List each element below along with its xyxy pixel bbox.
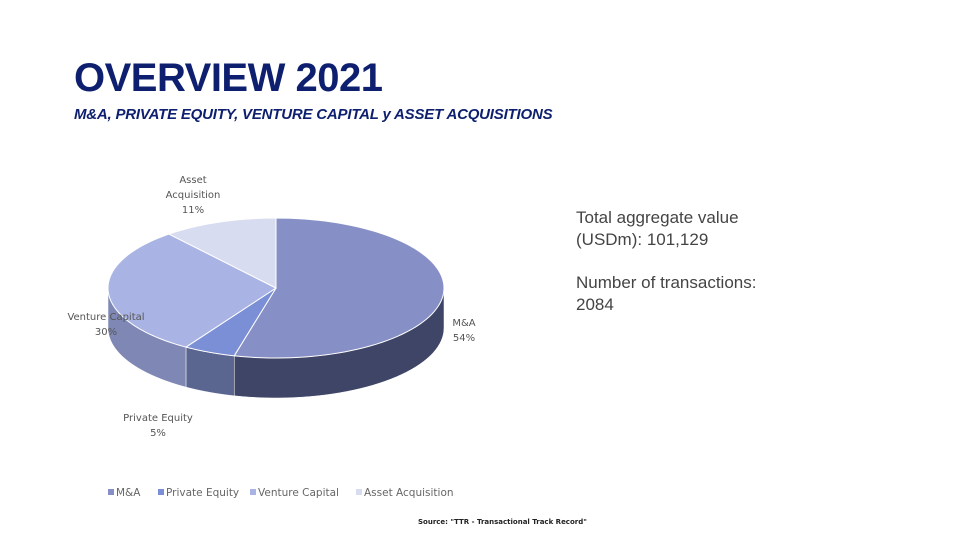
transactions-label: Number of transactions: — [576, 273, 757, 292]
data-label-m-a: M&A 54% — [452, 318, 475, 344]
pie-slice-venture-capital — [107, 233, 277, 348]
data-label-private-equity: Private Equity 5% — [123, 413, 193, 439]
source-note: Source: "TTR - Transactional Track Recor… — [418, 518, 587, 526]
legend-label: Asset Acquisition — [364, 487, 454, 499]
pie-chart: M&A 54% Private Equity 5% Venture Capital 30%… — [67, 175, 475, 499]
pie-slice-private-equity — [184, 287, 277, 357]
legend-swatch — [158, 489, 164, 495]
legend-item-venture-capital: Venture Capital — [250, 487, 339, 499]
legend-item-private-equity: Private Equity — [158, 487, 239, 499]
legend-label: Private Equity — [166, 487, 239, 499]
total-value-label: Total aggregate value — [576, 208, 739, 227]
total-value: (USDm): 101,129 — [576, 230, 709, 249]
legend-swatch — [108, 489, 114, 495]
legend-item-m-a: M&A — [108, 487, 141, 499]
page-subtitle: M&A, PRIVATE EQUITY, VENTURE CAPITAL y A… — [74, 106, 553, 123]
legend-label: M&A — [116, 487, 141, 499]
legend-swatch — [250, 489, 256, 495]
legend-swatch — [356, 489, 362, 495]
data-label-asset-acquisition: Asset Acquisition 11% — [166, 175, 221, 216]
pie-slice-asset-acquisition — [167, 217, 277, 289]
legend-label: Venture Capital — [258, 487, 339, 499]
page-title: OVERVIEW 2021 — [74, 56, 383, 100]
data-label-venture-capital: Venture Capital 30% — [67, 312, 144, 338]
legend-item-asset-acquisition: Asset Acquisition — [356, 487, 454, 499]
transactions-count: 2084 — [576, 295, 614, 314]
summary-stats: Total aggregate value (USDm): 101,129 Nu… — [576, 207, 836, 316]
pie-slice-m-a — [233, 217, 445, 359]
